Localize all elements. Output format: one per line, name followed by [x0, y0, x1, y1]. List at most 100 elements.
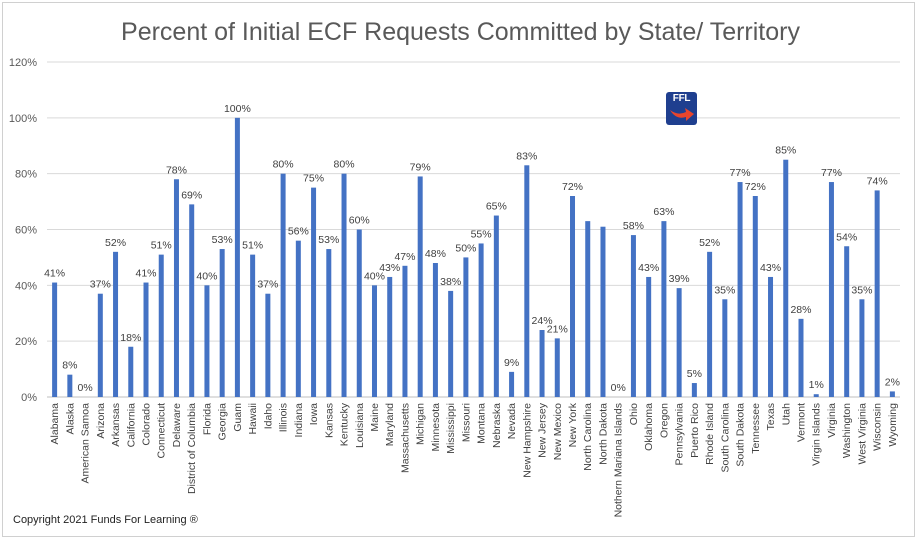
bar [630, 235, 636, 397]
data-label: 21% [547, 323, 568, 335]
data-label: 83% [516, 150, 537, 162]
data-label: 53% [212, 234, 233, 246]
data-label: 72% [562, 181, 583, 193]
x-tick-label: Texas [765, 403, 777, 430]
bar [371, 285, 377, 397]
bar [570, 196, 576, 397]
bar [600, 226, 606, 397]
bar [173, 179, 179, 397]
x-tick-label: Oklahoma [643, 403, 655, 451]
data-label: 50% [455, 242, 476, 254]
bar [676, 288, 682, 397]
x-tick-label: Virgin Islands [811, 403, 823, 466]
data-label: 41% [136, 268, 157, 280]
x-tick-label: North Dakota [597, 403, 609, 465]
data-label: 24% [532, 315, 553, 327]
bar [143, 282, 149, 397]
data-label: 1% [809, 379, 824, 391]
bar [661, 221, 667, 397]
data-label: 43% [379, 262, 400, 274]
data-label: 75% [303, 173, 324, 185]
x-tick-label: Colorado [141, 403, 153, 446]
data-label: 39% [669, 273, 690, 285]
bar [478, 243, 484, 397]
data-label: 9% [504, 357, 519, 369]
x-tick-label: New York [567, 402, 579, 447]
x-tick-label: American Samoa [80, 403, 92, 484]
chart-title: Percent of Initial ECF Requests Committe… [121, 18, 800, 46]
logo-arrow-icon [670, 108, 694, 121]
x-tick-label: Connecticut [156, 403, 168, 459]
bar [189, 204, 195, 397]
data-label: 18% [120, 332, 141, 344]
bar [554, 338, 560, 397]
x-tick-label: Georgia [217, 403, 229, 441]
x-axis-ticks: Alabama Alaska American Samoa Arizona Arkans… [49, 402, 899, 517]
x-tick-label: Minnesota [430, 403, 442, 452]
data-label: 48% [425, 248, 446, 260]
data-label: 5% [687, 368, 702, 380]
x-tick-label: Guam [232, 403, 244, 432]
data-label: 43% [638, 262, 659, 274]
data-label: 53% [318, 234, 339, 246]
x-tick-label: Idaho [262, 403, 274, 429]
x-tick-label: Kentucky [339, 402, 351, 446]
data-label: 52% [699, 237, 720, 249]
x-tick-label: Arkansas [110, 403, 122, 447]
data-label: 58% [623, 220, 644, 232]
data-label: 52% [105, 237, 126, 249]
y-tick-label: 40% [15, 280, 37, 292]
data-label: 72% [745, 181, 766, 193]
bar [889, 391, 895, 397]
y-tick-label: 60% [15, 225, 37, 237]
bar [356, 229, 362, 397]
x-tick-label: Virginia [826, 403, 838, 438]
data-label: 79% [410, 161, 431, 173]
bar [158, 254, 164, 397]
bar [874, 190, 880, 397]
data-label: 43% [760, 262, 781, 274]
bar [448, 290, 454, 397]
data-label: 35% [851, 284, 872, 296]
data-label: 35% [714, 284, 735, 296]
bar [265, 293, 271, 397]
y-tick-label: 100% [9, 113, 37, 125]
data-label: 8% [62, 360, 77, 372]
data-label: 77% [821, 167, 842, 179]
bar [722, 299, 728, 397]
bar [539, 330, 545, 397]
x-tick-label: Washington [841, 403, 853, 458]
y-tick-label: 120% [9, 57, 37, 69]
bar [493, 215, 499, 397]
x-tick-label: Alaska [64, 403, 76, 435]
data-label: 77% [730, 167, 751, 179]
bar [128, 346, 134, 397]
data-label: 41% [44, 268, 65, 280]
y-axis-ticks: 0% 20% 40% 60% 80% 100% 120% [9, 57, 37, 404]
bar [524, 165, 530, 397]
x-tick-label: Pennsylvania [674, 403, 686, 466]
data-label: 28% [790, 304, 811, 316]
x-tick-label: New Jersey [537, 402, 549, 458]
data-label: 40% [196, 270, 217, 282]
logo-text: FFL [672, 93, 691, 104]
bar [783, 159, 789, 397]
x-tick-label: Nevada [506, 403, 518, 439]
bar [250, 254, 256, 397]
data-label: 63% [653, 206, 674, 218]
x-tick-label: Hawaii [247, 403, 259, 435]
bar [97, 293, 103, 397]
data-label: 80% [334, 159, 355, 171]
bar [463, 257, 469, 397]
bar [311, 187, 317, 397]
bar [432, 263, 438, 397]
x-tick-label: Vermont [795, 403, 807, 442]
x-tick-label: Nebraska [491, 403, 503, 448]
data-label: 37% [90, 279, 111, 291]
data-label: 54% [836, 231, 857, 243]
x-tick-label: Rhode Island [704, 403, 716, 465]
bars [52, 117, 895, 397]
bar [707, 251, 713, 397]
